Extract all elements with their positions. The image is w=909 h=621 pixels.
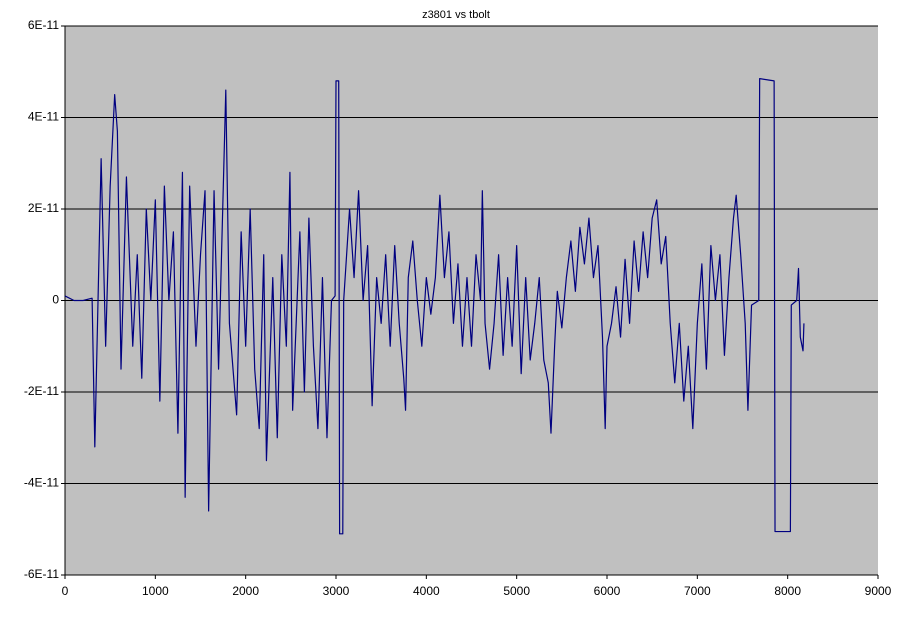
x-tick-label: 9000 (865, 584, 892, 598)
data-line (64, 78, 805, 535)
y-tick-label: 0 (52, 293, 59, 307)
y-tick-label: -4E-11 (24, 476, 59, 490)
x-tick-label: 2000 (232, 584, 259, 598)
x-tick-label: 4000 (413, 584, 440, 598)
x-tick-label: 1000 (142, 584, 169, 598)
x-tick-label: 5000 (503, 584, 530, 598)
y-tick-label: 4E-11 (28, 110, 59, 124)
y-tick-label: -6E-11 (24, 567, 59, 581)
y-tick-label: 6E-11 (28, 18, 59, 32)
y-tick-label: -2E-11 (24, 384, 59, 398)
chart-title: z3801 vs tbolt (422, 9, 490, 21)
x-tick-label: 6000 (594, 584, 621, 598)
y-tick-label: 2E-11 (28, 201, 59, 215)
x-tick-label: 0 (62, 584, 69, 598)
x-tick-label: 8000 (774, 584, 801, 598)
x-tick-label: 3000 (323, 584, 350, 598)
x-tick-label: 7000 (684, 584, 711, 598)
